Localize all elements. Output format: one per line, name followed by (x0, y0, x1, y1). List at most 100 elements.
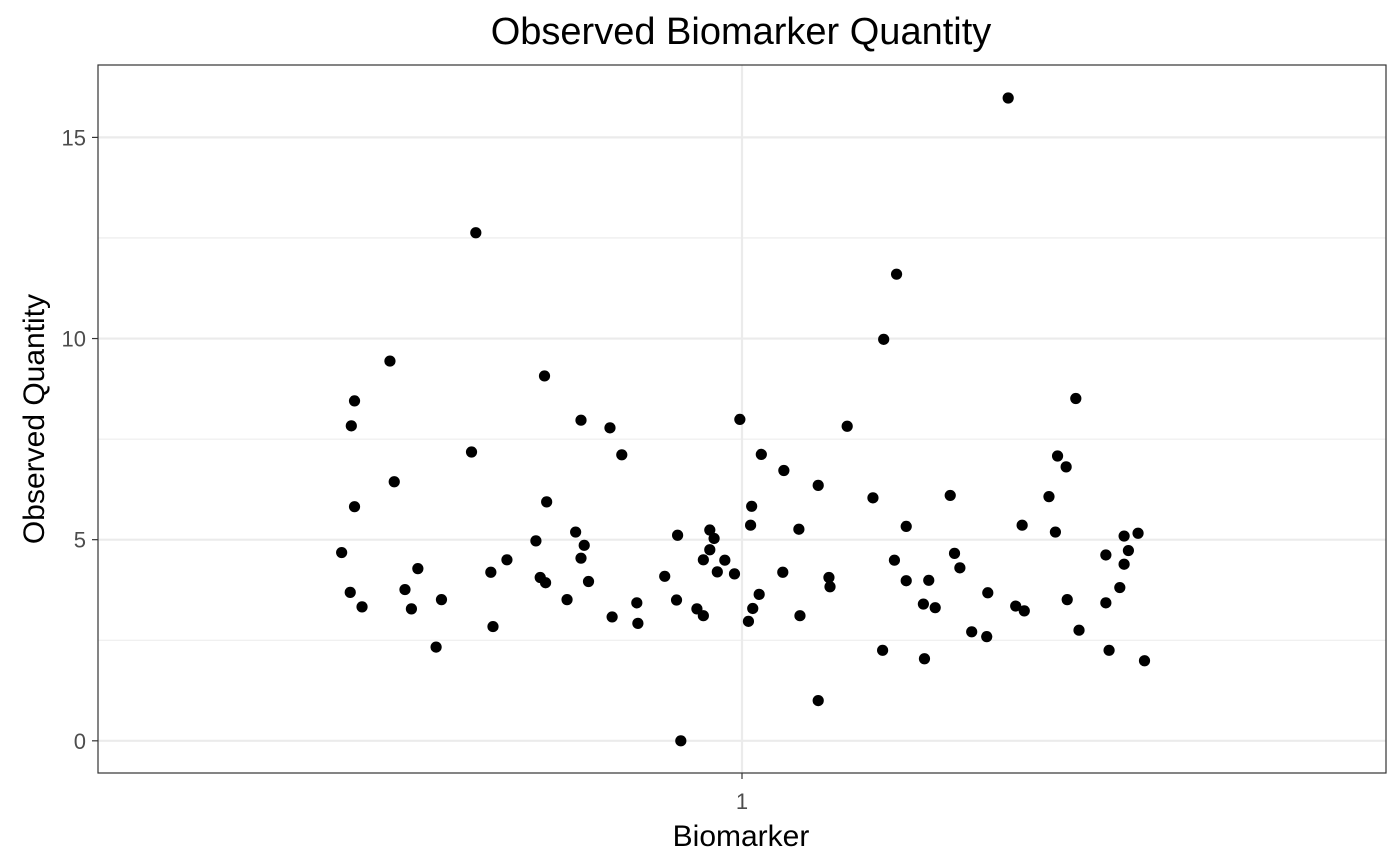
data-point (1100, 597, 1112, 609)
data-point (561, 594, 573, 606)
data-point (538, 370, 551, 382)
data-point (356, 601, 368, 613)
data-point (348, 501, 361, 513)
data-point (541, 496, 553, 508)
data-point (530, 535, 542, 547)
x-axis-title: Biomarker (673, 820, 810, 853)
data-point (485, 566, 497, 578)
data-point (435, 594, 448, 606)
data-point (777, 566, 789, 578)
data-point (675, 735, 687, 747)
data-point (1118, 530, 1130, 542)
data-point (744, 519, 757, 531)
data-point (704, 524, 716, 536)
data-point (604, 422, 616, 434)
data-point (1114, 581, 1126, 594)
data-point (1061, 594, 1073, 606)
data-point (841, 420, 853, 432)
data-point (487, 620, 499, 633)
data-point (575, 414, 587, 426)
data-point (918, 653, 931, 665)
data-point (711, 566, 723, 578)
data-point (753, 588, 765, 600)
data-point (890, 268, 903, 280)
data-point (659, 570, 671, 582)
data-point (672, 529, 684, 541)
data-point (670, 594, 683, 606)
data-point (1118, 558, 1130, 570)
data-point (966, 626, 978, 638)
data-point (719, 554, 731, 566)
data-point (570, 526, 582, 538)
data-point (888, 554, 901, 566)
data-point (1010, 600, 1022, 612)
data-point (734, 413, 746, 426)
data-point (1103, 644, 1115, 656)
data-point (812, 479, 824, 491)
data-point (742, 615, 755, 627)
data-point (900, 520, 912, 533)
data-points (336, 92, 1151, 747)
chart-title: Observed Biomarker Quantity (491, 11, 992, 53)
data-point (578, 539, 590, 551)
data-point (470, 227, 482, 239)
data-point (867, 492, 879, 504)
data-point (344, 586, 356, 598)
data-point (1018, 605, 1030, 617)
data-point (1049, 526, 1062, 538)
data-point (1070, 392, 1082, 405)
data-point (923, 574, 935, 586)
data-point (1060, 461, 1072, 473)
data-point (616, 449, 628, 461)
data-point (982, 587, 994, 599)
data-point (465, 446, 478, 458)
data-point (697, 610, 709, 622)
data-point (697, 554, 709, 566)
data-point (405, 603, 418, 615)
data-point (954, 562, 966, 574)
y-tick-label: 10 (62, 327, 86, 352)
data-point (348, 395, 361, 407)
data-point (606, 611, 618, 623)
data-point (1073, 624, 1085, 636)
data-point (1122, 544, 1134, 557)
data-point (944, 489, 956, 502)
data-point (1132, 527, 1144, 539)
data-point (948, 547, 961, 559)
data-point (582, 575, 595, 588)
data-point (728, 568, 741, 580)
data-point (1100, 549, 1112, 561)
data-point (1002, 92, 1014, 104)
data-point (823, 571, 835, 584)
data-point (631, 597, 643, 609)
data-point (1016, 519, 1028, 531)
axis-ticks: 0 5 10 15 1 (62, 125, 749, 814)
data-point (755, 448, 767, 460)
data-point (412, 563, 424, 575)
data-point (824, 581, 836, 593)
data-point (1138, 655, 1151, 667)
data-point (877, 644, 889, 656)
data-point (1043, 491, 1055, 503)
y-axis-title: Observed Quantity (18, 294, 51, 544)
data-point (399, 583, 411, 596)
y-tick-label: 15 (62, 125, 86, 150)
data-point (747, 602, 759, 615)
gridlines (98, 65, 1386, 773)
data-point (539, 577, 552, 589)
data-point (981, 631, 993, 643)
y-tick-label: 5 (74, 528, 86, 553)
data-point (430, 641, 442, 653)
data-point (878, 333, 890, 345)
data-point (336, 546, 348, 559)
data-point (704, 544, 716, 556)
data-point (575, 552, 587, 564)
data-point (812, 694, 824, 707)
data-point (345, 420, 357, 432)
data-point (708, 532, 720, 545)
data-point (388, 476, 400, 488)
data-point (1051, 450, 1064, 462)
data-point (793, 523, 805, 535)
